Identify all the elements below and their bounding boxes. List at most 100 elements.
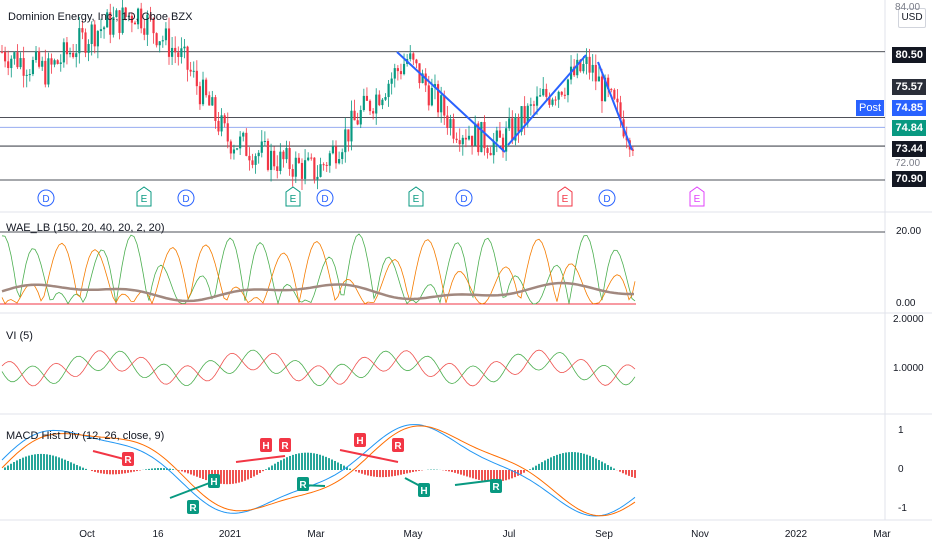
macd-histogram-bar [226,470,228,485]
macd-histogram-bar [145,469,147,470]
candle-body [121,7,124,33]
candle-body [542,88,545,96]
marker-label: E [694,194,701,205]
candle-body [566,79,570,96]
macd-histogram-bar [127,470,129,473]
macd-histogram-bar [469,470,471,478]
macd-histogram-bar [514,470,516,478]
macd-histogram-bar [610,466,612,470]
dividend-marker [316,189,334,207]
candle-body [607,77,610,90]
candle-body [93,24,96,47]
candle-body [257,152,260,157]
candle-body [300,162,304,179]
candle-body [356,120,359,125]
marker-label: E [413,194,420,205]
price-tag-7090: 70.90 [892,171,926,187]
macd-histogram-bar [565,452,567,470]
candle-body [90,24,93,44]
macd-histogram-bar [22,457,24,470]
candle-body [616,98,619,103]
macd-histogram-bar [130,470,132,473]
macd-histogram-bar [106,470,108,475]
candle-body [520,106,523,132]
macd-histogram-bar [259,470,261,474]
candle-body [180,48,183,58]
candle-body [189,69,192,72]
vi-lines [1,349,636,387]
marker-label: E [290,194,297,205]
candle-body [19,58,22,68]
macd-histogram-bar [310,452,312,470]
candle-body [631,149,634,151]
marker-label: D [460,194,467,205]
candle-body [508,118,511,129]
macd-histogram-bar [28,455,30,470]
candle-body [81,28,84,33]
macd-histogram-bar [505,470,507,481]
macd-histogram-bar [4,467,6,470]
candle-body [16,52,19,68]
candle-body [338,159,341,164]
wae-orange-line [1,238,636,305]
macd-histogram-bar [172,469,174,470]
candle-body [109,12,112,35]
macd-histogram-bar [562,453,564,470]
marker-label: D [182,194,189,205]
macd-histogram-bar [394,470,396,476]
candle-body [276,166,279,171]
candle-body [4,52,7,62]
macd-histogram-bar [619,470,621,472]
candle-body [610,89,613,91]
macd-histogram-bar [121,470,123,474]
macd-histogram-bar [598,460,600,470]
macd-histogram-bar [100,470,102,474]
candle-body [273,150,276,167]
candle-body [381,99,384,106]
time-label: Mar [307,529,325,540]
candle-body [78,28,81,54]
macd-histogram-bar [631,470,633,477]
time-label: Nov [691,529,709,540]
price-level-84: 84.00 [895,2,921,13]
macd-histogram-bar [118,470,120,475]
candle-body [464,137,467,140]
macd-histogram-bar [550,457,552,470]
price-tag-8050: 80.50 [892,47,926,63]
macd-histogram-bar [481,470,483,481]
macd-histogram-bar [403,470,405,475]
macd-histogram-bar [205,470,207,481]
macd-histogram-bar [532,467,534,470]
candle-body [331,146,334,154]
macd-histogram-bar [268,467,270,470]
macd-histogram-bar [163,468,165,470]
macd-histogram-bar [397,470,399,476]
candle-body [347,129,350,142]
candle-body [582,63,585,72]
candle-body [118,10,121,33]
macd-histogram-bar [628,470,630,476]
candle-body [384,97,387,100]
earnings-marker [408,186,424,207]
macd-histogram-bar [508,470,510,480]
macd-histogram-bar [391,470,393,477]
candle-body [133,22,137,25]
candle-body [226,123,229,142]
macd-histogram-bar [184,470,186,473]
candle-body [235,148,239,150]
candle-body [161,40,164,42]
macd-histogram-bar [277,461,279,470]
macd-histogram-bar [547,458,549,470]
macd-histogram-bar [253,470,255,477]
candle-body [208,95,211,106]
candle-body [96,31,99,47]
candle-body [603,77,607,102]
macd-histogram-bar [223,470,225,485]
candle-body [112,17,115,35]
macd-histogram-bar [34,454,36,470]
candle-body [554,99,557,101]
candle-body [62,42,65,63]
macd-histogram-bar [124,470,126,474]
currency-button[interactable]: USD [898,8,926,28]
time-axis: Oct 16 2021 Mar May Jul Sep Nov 2022 Mar [79,529,891,540]
